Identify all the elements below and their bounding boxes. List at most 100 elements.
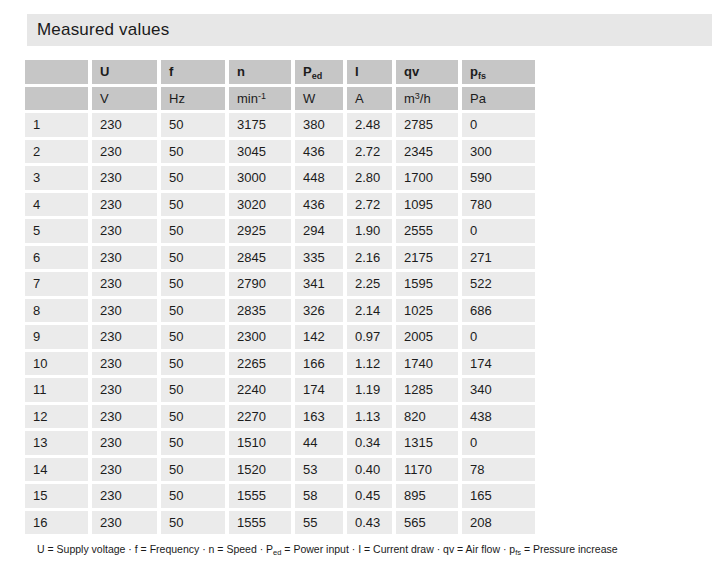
legend-text: U = Supply voltage · f = Frequency · n =… [37,543,273,555]
value-cell: 230 [92,299,157,323]
header-cell-speed: n [229,60,291,84]
value-cell: 0 [462,325,535,349]
row-number-cell: 3 [25,166,88,190]
table-body: 12305031753802.482785022305030454362.722… [25,113,535,534]
value-cell: 50 [161,193,225,217]
row-number-cell: 11 [25,378,88,402]
header-label-f: f [169,64,173,79]
value-cell: 55 [295,511,343,535]
header-label-u: U [100,64,109,79]
value-cell: 2790 [229,272,291,296]
header-label-n: n [237,64,245,79]
row-number-cell: 1 [25,113,88,137]
header-cell-pressure: pfs [462,60,535,84]
value-cell: 230 [92,484,157,508]
unit-cell-watts: W [295,87,343,111]
value-cell: 50 [161,299,225,323]
value-cell: 174 [462,352,535,376]
value-cell: 208 [462,511,535,535]
table-row: 52305029252941.9025550 [25,219,535,243]
value-cell: 230 [92,458,157,482]
value-cell: 1520 [229,458,291,482]
value-cell: 686 [462,299,535,323]
value-cell: 230 [92,511,157,535]
value-cell: 300 [462,140,535,164]
legend-text: = Power input · I = Current draw · qv = … [281,543,515,555]
header-label-i: I [355,64,359,79]
value-cell: 2.72 [347,193,392,217]
unit-cell-cubic-meters: m3/h [396,87,458,111]
value-cell: 1.19 [347,378,392,402]
value-cell: 2925 [229,219,291,243]
row-number-cell: 15 [25,484,88,508]
value-cell: 271 [462,246,535,270]
measured-values-table: U f n Ped I qv pfs V Hz min-1 W A m3/h P… [21,57,539,537]
value-cell: 78 [462,458,535,482]
value-cell: 2270 [229,405,291,429]
value-cell: 780 [462,193,535,217]
row-number-cell: 16 [25,511,88,535]
value-cell: 2.14 [347,299,392,323]
value-cell: 2005 [396,325,458,349]
value-cell: 230 [92,219,157,243]
value-cell: 50 [161,484,225,508]
value-cell: 0.45 [347,484,392,508]
unit-cell-amps: A [347,87,392,111]
value-cell: 2300 [229,325,291,349]
value-cell: 230 [92,140,157,164]
value-cell: 50 [161,405,225,429]
value-cell: 2845 [229,246,291,270]
table-row: 22305030454362.722345300 [25,140,535,164]
value-cell: 1555 [229,511,291,535]
header-cell-current: I [347,60,392,84]
header-label-qv: qv [404,64,419,79]
value-cell: 341 [295,272,343,296]
value-cell: 165 [462,484,535,508]
value-cell: 50 [161,140,225,164]
row-number-cell: 5 [25,219,88,243]
row-number-cell: 13 [25,431,88,455]
value-cell: 50 [161,431,225,455]
value-cell: 335 [295,246,343,270]
value-cell: 50 [161,246,225,270]
header-label-p-subscript: ed [312,71,323,81]
row-number-cell: 10 [25,352,88,376]
value-cell: 230 [92,405,157,429]
unit-cell-rpm: min-1 [229,87,291,111]
value-cell: 50 [161,378,225,402]
value-cell: 44 [295,431,343,455]
value-cell: 1595 [396,272,458,296]
unit-cell-volts: V [92,87,157,111]
header-cell-power-input: Ped [295,60,343,84]
value-cell: 0 [462,431,535,455]
value-cell: 590 [462,166,535,190]
value-cell: 50 [161,272,225,296]
value-cell: 3045 [229,140,291,164]
value-cell: 230 [92,325,157,349]
value-cell: 230 [92,193,157,217]
value-cell: 163 [295,405,343,429]
value-cell: 294 [295,219,343,243]
value-cell: 1555 [229,484,291,508]
header-row: U f n Ped I qv pfs [25,60,535,84]
units-row: V Hz min-1 W A m3/h Pa [25,87,535,111]
page: Measured values U f n Ped I qv pfs V Hz … [0,0,712,574]
value-cell: 2.25 [347,272,392,296]
table-row: 15230501555580.45895165 [25,484,535,508]
header-cell-empty [25,60,88,84]
header-label-pfs: p [470,64,478,79]
value-cell: 1740 [396,352,458,376]
value-cell: 50 [161,511,225,535]
value-cell: 0.43 [347,511,392,535]
row-number-cell: 8 [25,299,88,323]
value-cell: 3175 [229,113,291,137]
value-cell: 380 [295,113,343,137]
row-number-cell: 7 [25,272,88,296]
table-row: 16230501555550.43565208 [25,511,535,535]
value-cell: 2555 [396,219,458,243]
table-row: 122305022701631.13820438 [25,405,535,429]
table-row: 112305022401741.191285340 [25,378,535,402]
table-row: 102305022651661.121740174 [25,352,535,376]
row-number-cell: 14 [25,458,88,482]
value-cell: 448 [295,166,343,190]
